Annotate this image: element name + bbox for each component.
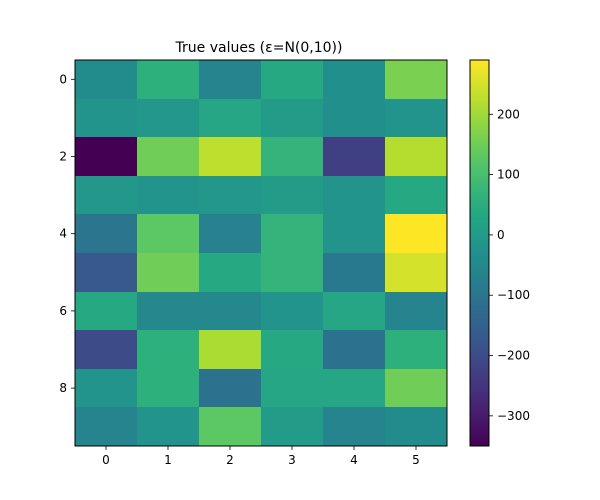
x-tick-label-3: 3 [288,453,296,467]
heatmap-cell-r1-c4 [323,99,385,137]
heatmap-cell-r2-c3 [261,137,323,176]
heatmap-cell-r0-c1 [137,60,199,99]
heatmap-cell-r8-c0 [75,369,137,407]
heatmap-cell-r5-c0 [75,253,137,292]
colorbar-tick-label-1: −200 [497,349,530,363]
heatmap-cell-r3-c3 [261,176,323,214]
heatmap-cell-r0-c5 [385,60,447,99]
heatmap-cell-r7-c4 [323,330,385,369]
y-tick-label-4: 8 [59,381,67,395]
heatmap-cells [75,60,447,446]
heatmap-cell-r7-c1 [137,330,199,369]
heatmap-cell-r2-c4 [323,137,385,176]
heatmap-cell-r4-c3 [261,214,323,253]
heatmap-cell-r4-c1 [137,214,199,253]
heatmap-cell-r1-c2 [199,99,261,137]
heatmap-cell-r4-c5 [385,214,447,253]
heatmap-cell-r3-c5 [385,176,447,214]
heatmap-cell-r5-c3 [261,253,323,292]
heatmap-cell-r1-c1 [137,99,199,137]
heatmap-cell-r6-c3 [261,292,323,330]
heatmap-cell-r2-c2 [199,137,261,176]
heatmap-cell-r9-c4 [323,407,385,446]
heatmap-cell-r5-c1 [137,253,199,292]
heatmap-cell-r2-c5 [385,137,447,176]
heatmap-cell-r2-c0 [75,137,137,176]
colorbar-tick-label-2: −100 [497,288,530,302]
heatmap-cell-r6-c1 [137,292,199,330]
heatmap-cell-r9-c0 [75,407,137,446]
x-tick-label-4: 4 [350,453,358,467]
heatmap-cell-r9-c2 [199,407,261,446]
heatmap-cell-r3-c4 [323,176,385,214]
heatmap-cell-r8-c3 [261,369,323,407]
y-tick-label-3: 6 [59,304,67,318]
heatmap-cell-r4-c4 [323,214,385,253]
heatmap-cell-r6-c0 [75,292,137,330]
colorbar: −300 −200 −100 0 100 200 [470,60,530,446]
colorbar-tick-label-5: 200 [497,107,520,121]
heatmap-cell-r9-c5 [385,407,447,446]
heatmap-cell-r7-c5 [385,330,447,369]
heatmap-cell-r9-c3 [261,407,323,446]
colorbar-gradient [470,60,489,446]
y-tick-label-2: 4 [59,227,67,241]
heatmap-cell-r5-c4 [323,253,385,292]
y-tick-label-0: 0 [59,72,67,86]
heatmap-cell-r3-c0 [75,176,137,214]
heatmap-cell-r4-c2 [199,214,261,253]
y-tick-label-1: 2 [59,150,67,164]
heatmap-cell-r0-c4 [323,60,385,99]
heatmap-cell-r7-c0 [75,330,137,369]
heatmap-cell-r6-c4 [323,292,385,330]
heatmap-cell-r5-c2 [199,253,261,292]
heatmap-cell-r7-c2 [199,330,261,369]
heatmap-cell-r9-c1 [137,407,199,446]
x-tick-label-5: 5 [412,453,420,467]
heatmap-cell-r0-c0 [75,60,137,99]
heatmap-cell-r8-c2 [199,369,261,407]
heatmap-cell-r7-c3 [261,330,323,369]
colorbar-tick-label-4: 100 [497,168,520,182]
chart-title: True values (ε=N(0,10)) [175,40,343,56]
heatmap-cell-r5-c5 [385,253,447,292]
heatmap-cell-r8-c1 [137,369,199,407]
colorbar-tick-label-0: −300 [497,409,530,423]
heatmap-cell-r6-c2 [199,292,261,330]
x-tick-label-0: 0 [102,453,110,467]
heatmap-cell-r1-c5 [385,99,447,137]
heatmap-cell-r6-c5 [385,292,447,330]
heatmap-cell-r8-c4 [323,369,385,407]
heatmap-cell-r4-c0 [75,214,137,253]
heatmap-cell-r3-c2 [199,176,261,214]
heatmap-cell-r1-c0 [75,99,137,137]
heatmap-cell-r2-c1 [137,137,199,176]
heatmap-cell-r3-c1 [137,176,199,214]
colorbar-tick-label-3: 0 [497,228,505,242]
heatmap-cell-r8-c5 [385,369,447,407]
x-tick-label-1: 1 [164,453,172,467]
x-tick-label-2: 2 [226,453,234,467]
heatmap-cell-r0-c3 [261,60,323,99]
heatmap-cell-r1-c3 [261,99,323,137]
heatmap-cell-r0-c2 [199,60,261,99]
